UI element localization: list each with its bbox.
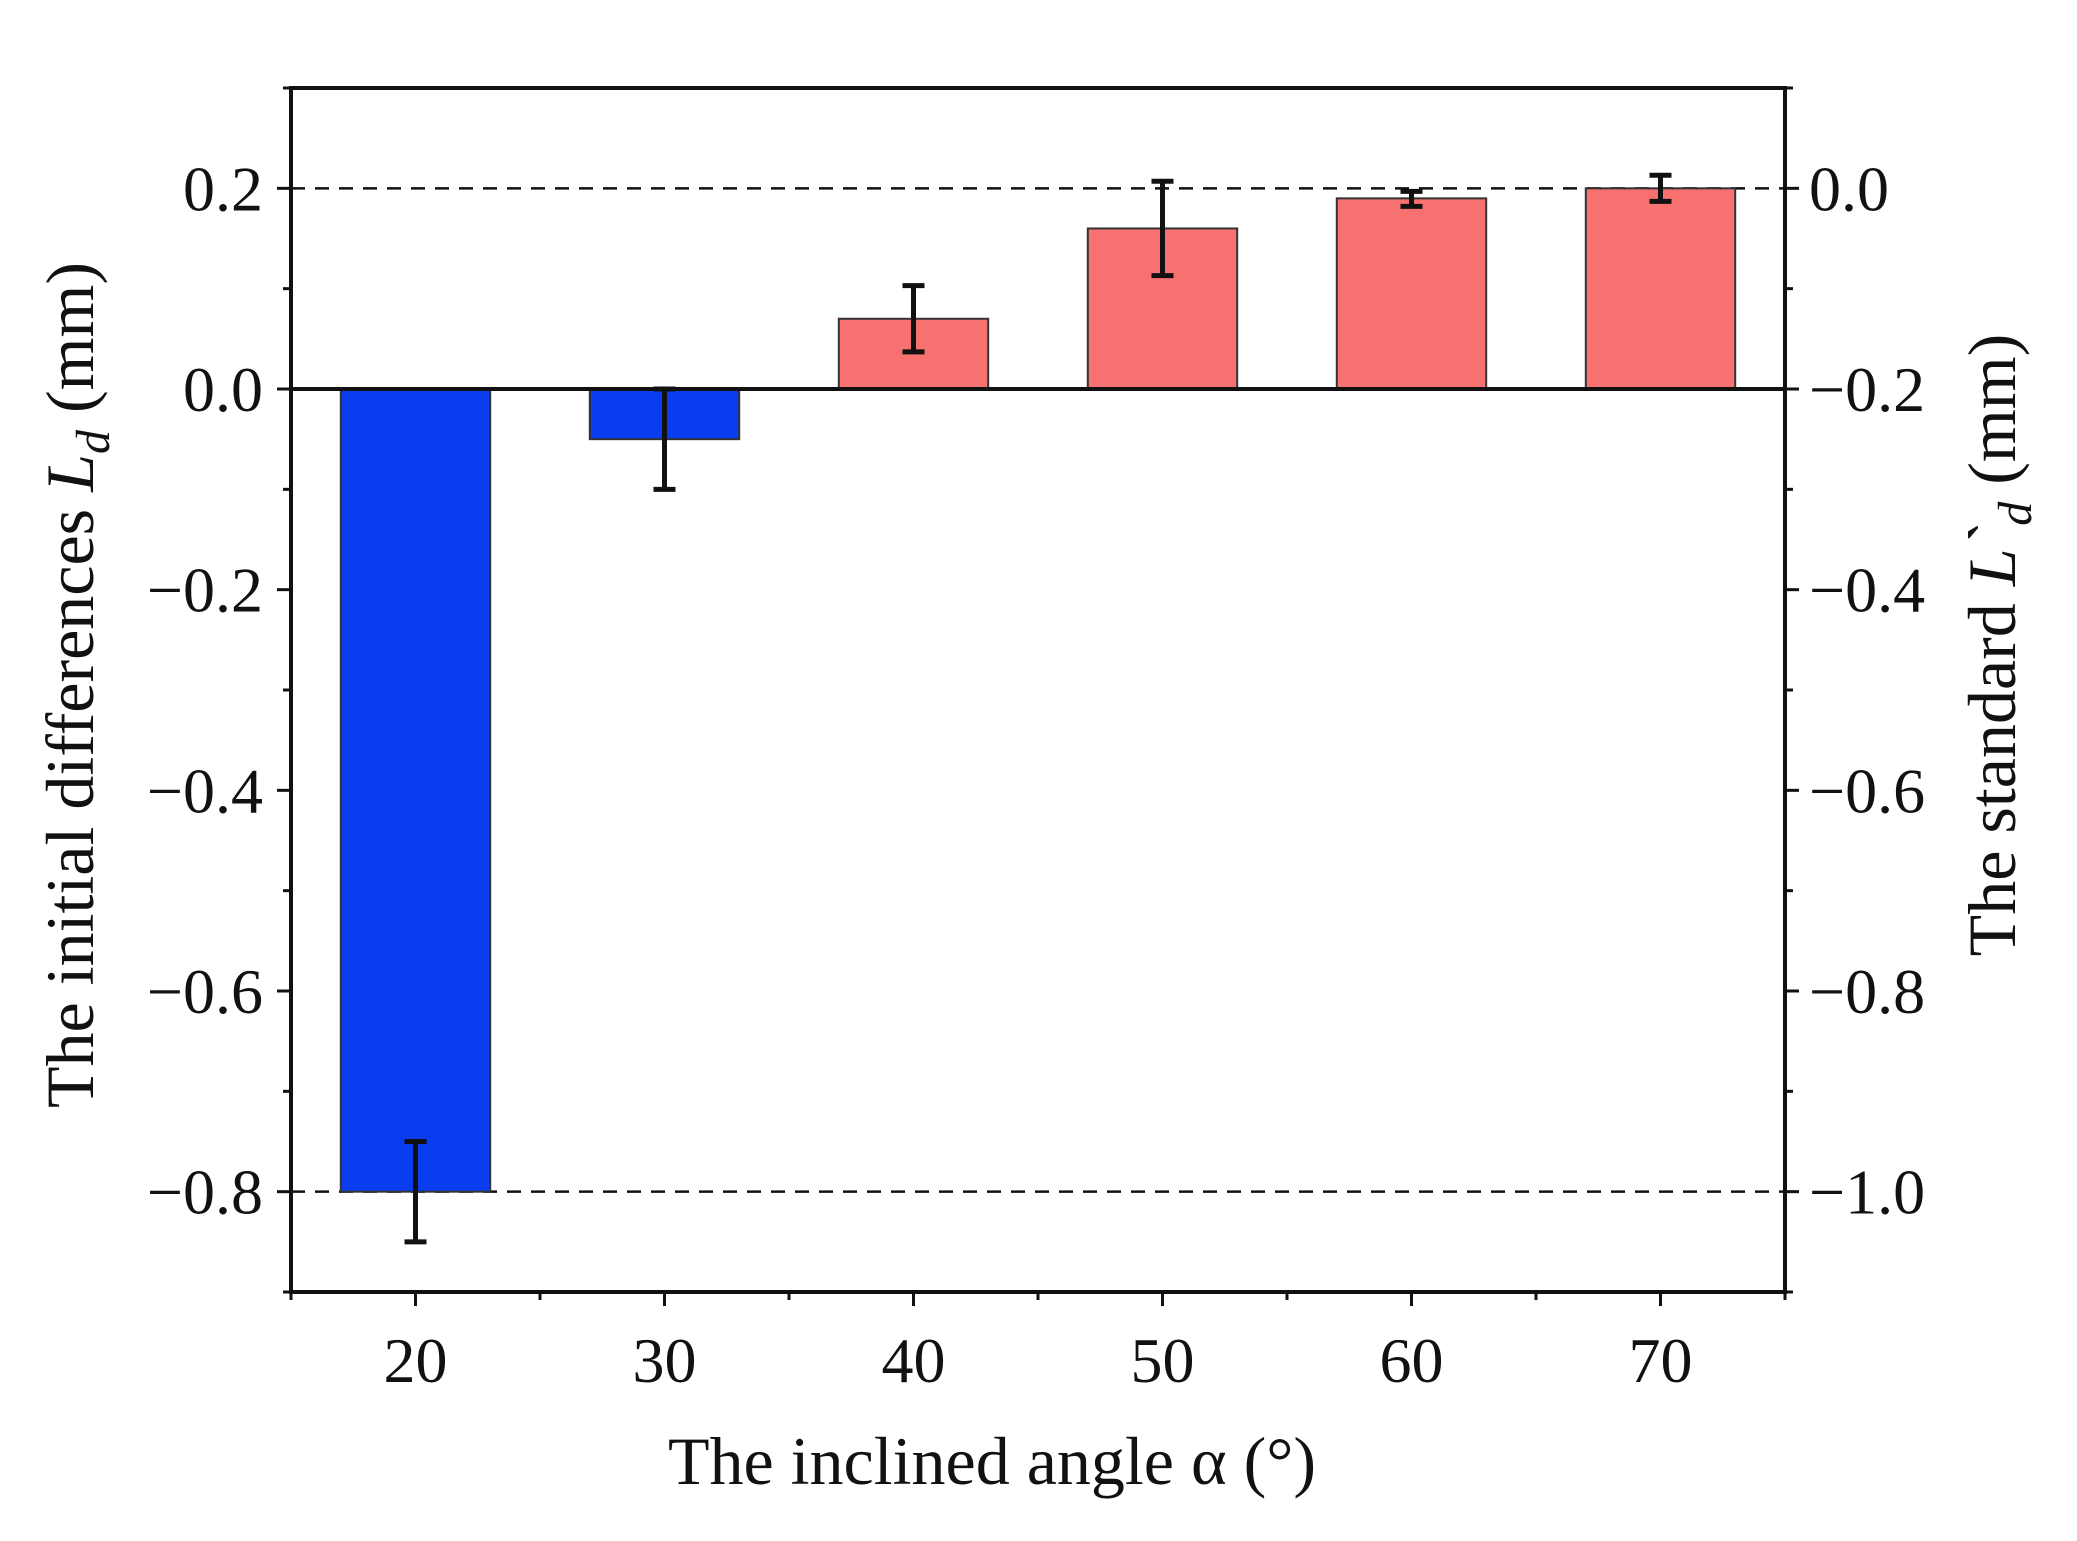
- bar-70: [1584, 187, 1737, 390]
- bars: [339, 187, 1737, 1193]
- y2-tick-label: −0.6: [1809, 755, 1925, 826]
- bar-60: [1335, 197, 1488, 390]
- x-tick-label: 30: [633, 1325, 697, 1396]
- error-bars: [404, 172, 1672, 1245]
- y-axis-title-prefix: The initial differences: [32, 492, 108, 1108]
- y2-axis-title-symbol: L`: [1954, 525, 2030, 587]
- y2-axis-title-prefix: The standard: [1954, 586, 2030, 956]
- x-tick-label: 40: [882, 1325, 946, 1396]
- y-axis-title: The initial differences Ld (mm): [32, 262, 120, 1108]
- y-tick-label: −0.6: [147, 956, 263, 1027]
- y2-axis-title-suffix: (mm): [1954, 334, 2030, 502]
- y-tick-label: 0.0: [183, 354, 263, 425]
- error-bar-60: [1400, 188, 1423, 209]
- y-tick-label: 0.2: [183, 153, 263, 224]
- reference-lines: [291, 187, 1785, 1193]
- y-axis-title-symbol: L: [32, 454, 108, 493]
- y-tick-label: −0.8: [147, 1157, 263, 1228]
- error-bar-30: [653, 386, 676, 492]
- y-axis-title-subscript: d: [67, 429, 120, 454]
- bar-20: [339, 388, 492, 1193]
- x-axis-title: The inclined angle α (°): [668, 1423, 1316, 1499]
- error-bar-70: [1649, 172, 1672, 204]
- x-tick-label: 50: [1131, 1325, 1195, 1396]
- y-tick-label: −0.4: [147, 755, 263, 826]
- y2-axis-title: The standard L`d (mm): [1954, 334, 2042, 957]
- error-bar-40: [902, 283, 925, 355]
- y2-tick-label: 0.0: [1809, 153, 1889, 224]
- axis-ticks: [277, 86, 1799, 1306]
- y2-axis-title-subscript: d: [1989, 501, 2042, 526]
- x-tick-label: 70: [1629, 1325, 1693, 1396]
- y2-tick-label: −1.0: [1809, 1157, 1925, 1228]
- y2-tick-label: −0.2: [1809, 354, 1925, 425]
- error-bar-20: [404, 1139, 427, 1245]
- y-tick-label: −0.2: [147, 555, 263, 626]
- plot-border: [289, 86, 1787, 1294]
- tick-labels: 0.2 0.0 −0.2 −0.4 −0.6 −0.8 0.0 −0.2 −0.4 −0.6 −0.…: [147, 153, 1925, 1396]
- y2-tick-label: −0.4: [1809, 555, 1925, 626]
- x-tick-label: 20: [384, 1325, 448, 1396]
- plot-frame: [289, 86, 1787, 1294]
- error-bar-50: [1151, 178, 1174, 279]
- y2-tick-label: −0.8: [1809, 956, 1925, 1027]
- x-tick-label: 60: [1380, 1325, 1444, 1396]
- y-axis-title-suffix: (mm): [32, 262, 108, 430]
